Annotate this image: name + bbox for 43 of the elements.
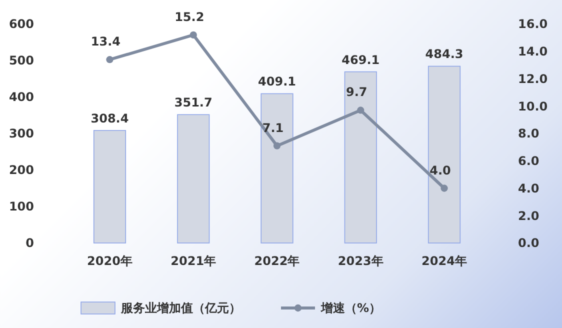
data-label: 409.1 xyxy=(258,74,296,89)
y-tick-label: 500 xyxy=(8,54,34,68)
data-label: 4.0 xyxy=(430,163,451,178)
x-tick-label: 2022年 xyxy=(254,254,300,268)
x-tick-label: 2021年 xyxy=(170,254,216,268)
bar xyxy=(177,114,210,244)
legend-label: 增速（%） xyxy=(320,301,382,316)
y2-tick-label: 10.0 xyxy=(518,99,548,114)
point xyxy=(106,56,114,64)
y-tick-label: 300 xyxy=(8,126,34,141)
data-label: 351.7 xyxy=(174,96,212,110)
bar xyxy=(260,93,294,244)
y2-tick-label: 0.0 xyxy=(518,236,540,250)
x-tick-label: 2020年 xyxy=(87,254,132,268)
point xyxy=(357,106,364,114)
y2-tick-label: 12.0 xyxy=(518,72,548,86)
data-label: 15.2 xyxy=(174,10,204,24)
data-label: 13.4 xyxy=(90,34,121,49)
point xyxy=(273,142,281,150)
bar xyxy=(344,71,377,244)
x-tick-label: 2023年 xyxy=(338,254,384,268)
data-label: 9.7 xyxy=(346,85,368,100)
point xyxy=(190,31,197,39)
y-tick-label: 0 xyxy=(26,236,34,250)
data-label: 484.3 xyxy=(425,47,464,62)
y-tick-label: 400 xyxy=(8,90,34,104)
data-label: 308.4 xyxy=(90,111,129,126)
y-tick-label: 600 xyxy=(8,17,34,32)
y-tick-label: 100 xyxy=(8,200,34,214)
bar xyxy=(428,66,461,244)
x-tick-label: 2024年 xyxy=(422,254,467,268)
bar xyxy=(93,130,126,244)
point xyxy=(440,184,448,192)
legend-label: 服务业增加值（亿元） xyxy=(120,301,241,316)
y2-tick-label: 6.0 xyxy=(518,154,540,168)
y-tick-label: 200 xyxy=(8,163,34,178)
data-label: 7.1 xyxy=(262,120,284,135)
data-label: 469.1 xyxy=(342,52,380,67)
y2-tick-label: 8.0 xyxy=(518,126,540,141)
y2-tick-label: 4.0 xyxy=(518,181,540,196)
y2-tick-label: 16.0 xyxy=(518,17,548,32)
y2-tick-label: 2.0 xyxy=(518,208,540,223)
y2-tick-label: 14.0 xyxy=(518,44,548,59)
